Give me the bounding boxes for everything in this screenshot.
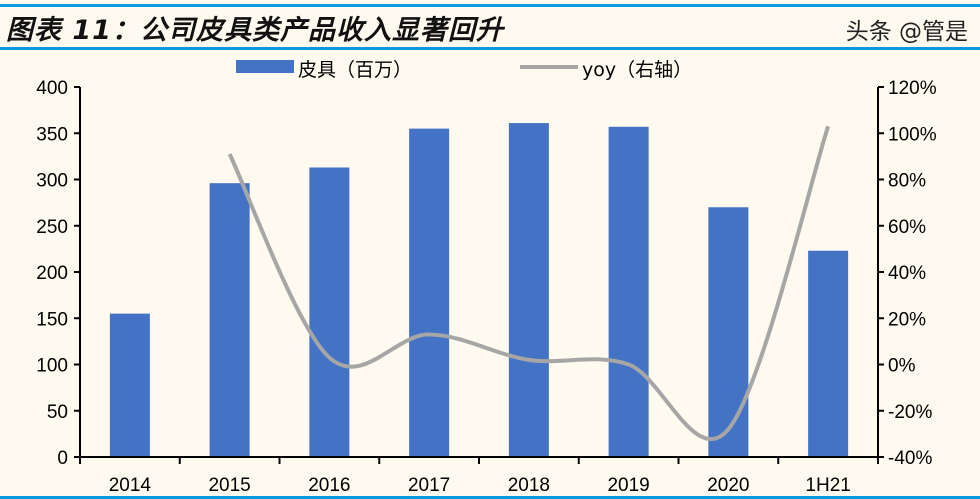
left-tick-label: 350 (36, 124, 68, 145)
right-tick-label: 0% (888, 356, 916, 377)
right-tick-label: 40% (888, 263, 926, 284)
legend-swatch-bar (236, 60, 294, 73)
bar-2019 (608, 126, 649, 458)
x-tick-label: 2018 (508, 475, 550, 496)
right-tick-label: 120% (888, 78, 937, 99)
left-tick-label: 400 (36, 78, 68, 99)
left-tick-label: 50 (47, 402, 68, 423)
right-tick-label: -20% (888, 402, 932, 423)
right-tick-label: -40% (888, 448, 932, 469)
bar-2020 (708, 207, 749, 457)
x-tick-label: 2016 (308, 475, 350, 496)
x-tick-label: 2020 (707, 475, 749, 496)
left-tick-label: 250 (36, 217, 68, 238)
bar-2014 (109, 313, 150, 457)
watermark: 头条 @管是 (845, 19, 968, 45)
x-tick-label: 2019 (607, 475, 649, 496)
bar-2015 (209, 183, 250, 457)
bar-2016 (309, 167, 350, 457)
left-tick-label: 0 (57, 448, 68, 469)
right-tick-label: 20% (888, 309, 926, 330)
x-tick-label: 2017 (408, 475, 450, 496)
left-tick-label: 300 (36, 171, 68, 192)
top-rule (0, 4, 980, 7)
left-tick-label: 100 (36, 356, 68, 377)
left-tick-label: 200 (36, 263, 68, 284)
yoy-line (227, 125, 831, 441)
bottom-rule (0, 496, 980, 499)
bar-2018 (508, 123, 549, 457)
x-tick-label: 2014 (109, 475, 152, 496)
figure-title: 图表 11：公司皮具类产品收入显著回升 (6, 15, 504, 46)
title-rule (0, 47, 980, 50)
legend-label-line: yoy（右轴） (582, 59, 692, 81)
bar-2017 (409, 128, 450, 457)
x-tick-label: 1H21 (805, 475, 850, 496)
left-tick-label: 150 (36, 309, 68, 330)
right-tick-label: 100% (888, 124, 937, 145)
right-tick-label: 80% (888, 171, 926, 192)
right-tick-label: 60% (888, 217, 926, 238)
legend-label-bar: 皮具（百万） (298, 59, 412, 81)
x-tick-label: 2015 (208, 475, 250, 496)
bar-1H21 (808, 250, 849, 457)
